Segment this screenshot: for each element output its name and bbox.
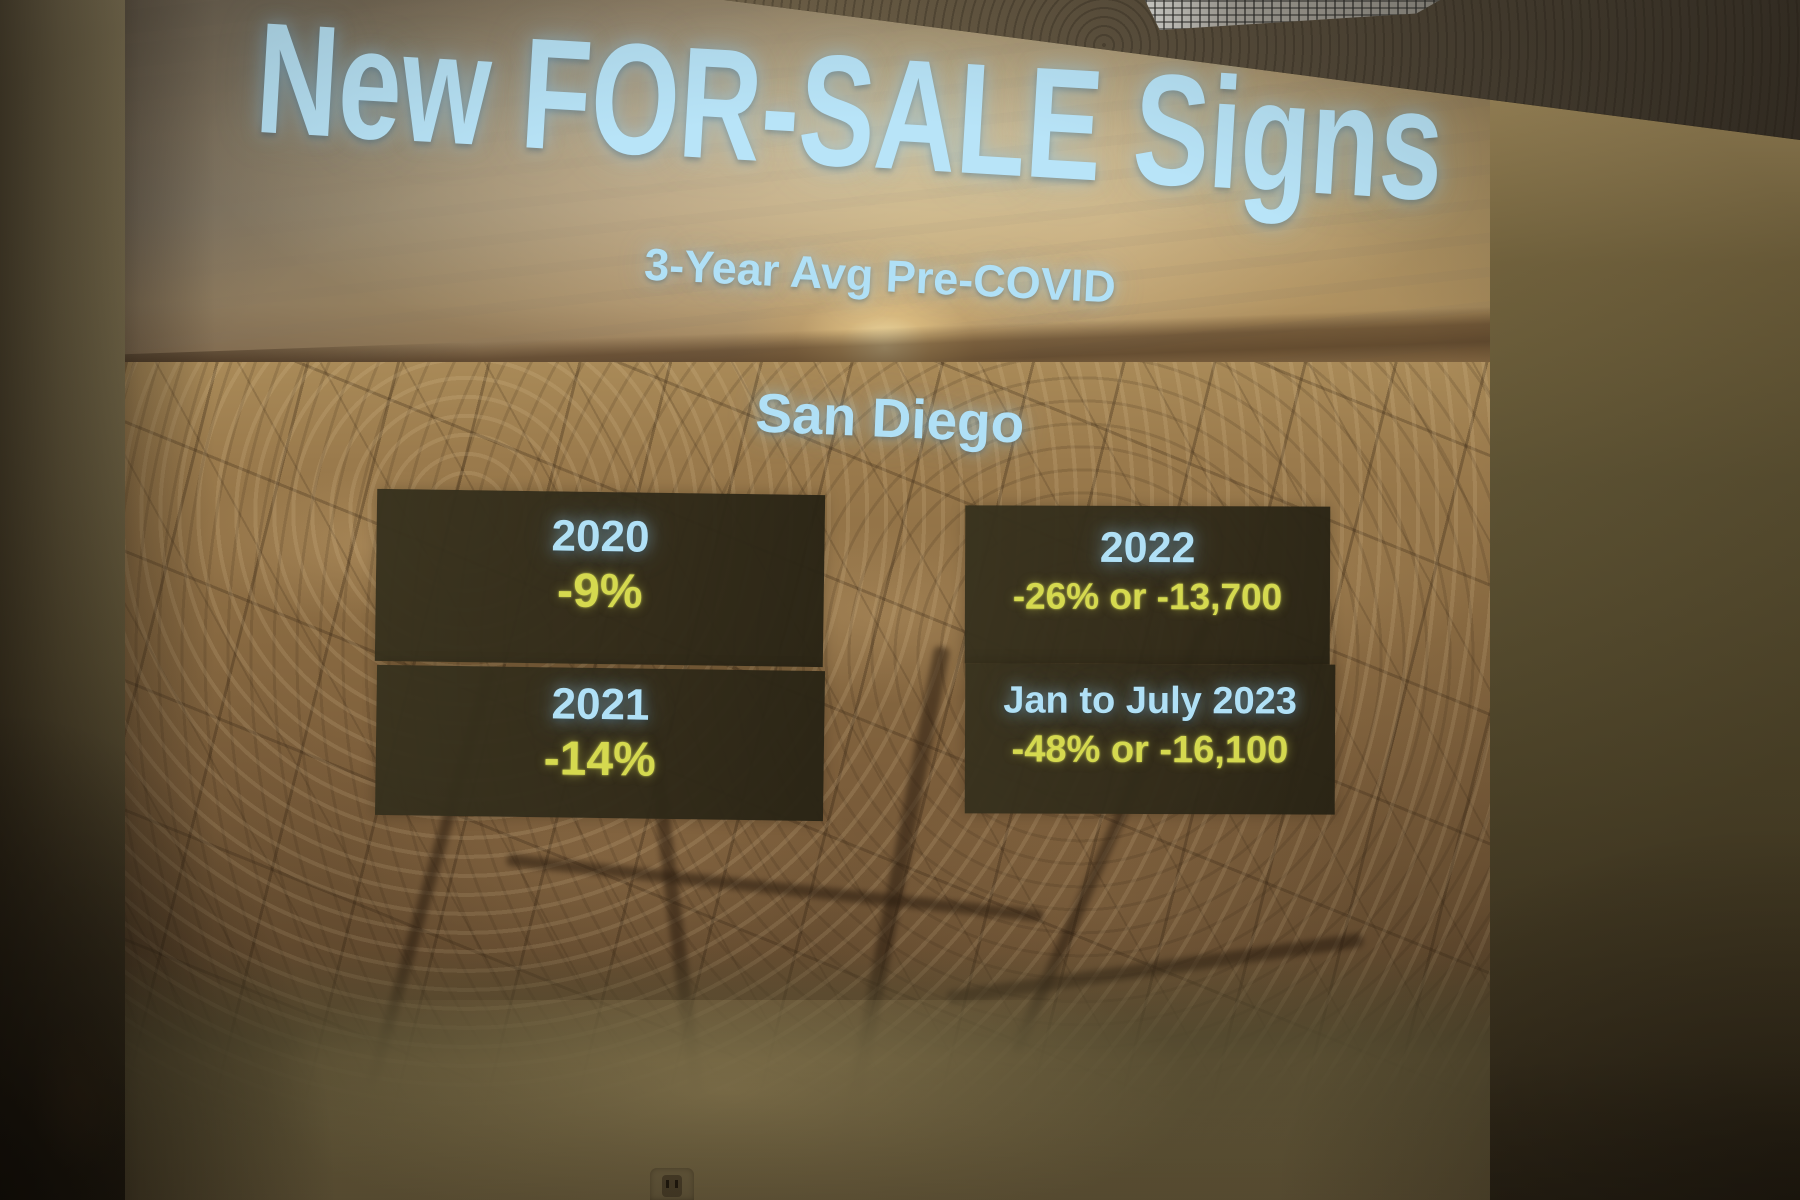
outlet-socket	[662, 1175, 682, 1197]
outlet-slot	[675, 1180, 678, 1188]
outlet-slot	[666, 1180, 669, 1188]
stat-period-label: 2021	[551, 679, 650, 730]
projected-slide: New FOR-SALE Signs 3-Year Avg Pre-COVID …	[125, 0, 1490, 1200]
projection-bottom-fade	[125, 950, 1490, 1200]
earth-crack	[505, 853, 1045, 923]
stat-period-label: 2022	[1099, 523, 1196, 573]
wall-outlet	[650, 1168, 694, 1200]
stat-box-2022: 2022 -26% or -13,700	[964, 505, 1331, 665]
stat-box-2021: 2021 -14%	[374, 664, 826, 822]
wall-right-strip	[1490, 0, 1800, 1200]
slide-region-heading: San Diego	[754, 381, 1026, 455]
fluorescent-light-fixture	[1145, 0, 1440, 30]
wall-left-strip	[0, 0, 125, 1200]
stat-change-value: -9%	[556, 563, 643, 619]
stat-period-label: 2020	[551, 511, 650, 562]
stat-period-label: Jan to July 2023	[1003, 679, 1298, 723]
stat-change-value: -14%	[543, 731, 657, 787]
stat-change-value: -48% or -16,100	[1011, 728, 1289, 771]
stat-change-value: -26% or -13,700	[1012, 575, 1283, 618]
stat-box-jan-to-july-2023: Jan to July 2023 -48% or -16,100	[964, 663, 1336, 815]
stat-box-2020: 2020 -9%	[374, 488, 826, 668]
